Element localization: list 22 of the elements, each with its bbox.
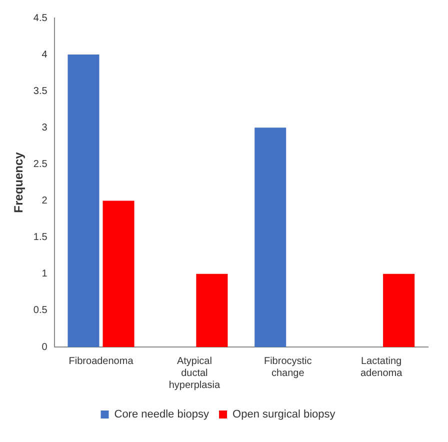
bar <box>383 274 415 347</box>
y-tick-label: 3.5 <box>33 86 48 97</box>
y-tick-label: 4 <box>42 49 48 60</box>
x-tick-label: Atypical ductal hyperplasia <box>168 356 220 391</box>
y-tick-label: 3 <box>42 122 48 134</box>
y-tick-label: 0.5 <box>33 305 48 316</box>
bar <box>68 54 100 347</box>
x-tick-label: Fibrocystic change <box>264 356 312 379</box>
y-tick-label: 2.5 <box>33 158 48 170</box>
bar <box>102 200 134 347</box>
y-axis-title: Frequency <box>12 152 26 213</box>
bar <box>254 128 286 347</box>
bar <box>196 274 228 347</box>
y-tick-label: 2 <box>42 196 48 207</box>
legend-label: Core needle biopsy <box>114 408 210 421</box>
y-tick-label: 1 <box>42 268 48 280</box>
x-tick-label: Lactating adenoma <box>360 356 403 379</box>
y-tick-label: 1.5 <box>33 232 48 244</box>
x-tick-label: Fibroadenoma <box>68 356 134 367</box>
legend-label: Open surgical biopsy <box>232 408 336 421</box>
y-tick-label: 4.5 <box>33 12 48 24</box>
y-tick-label: 0 <box>42 342 48 353</box>
